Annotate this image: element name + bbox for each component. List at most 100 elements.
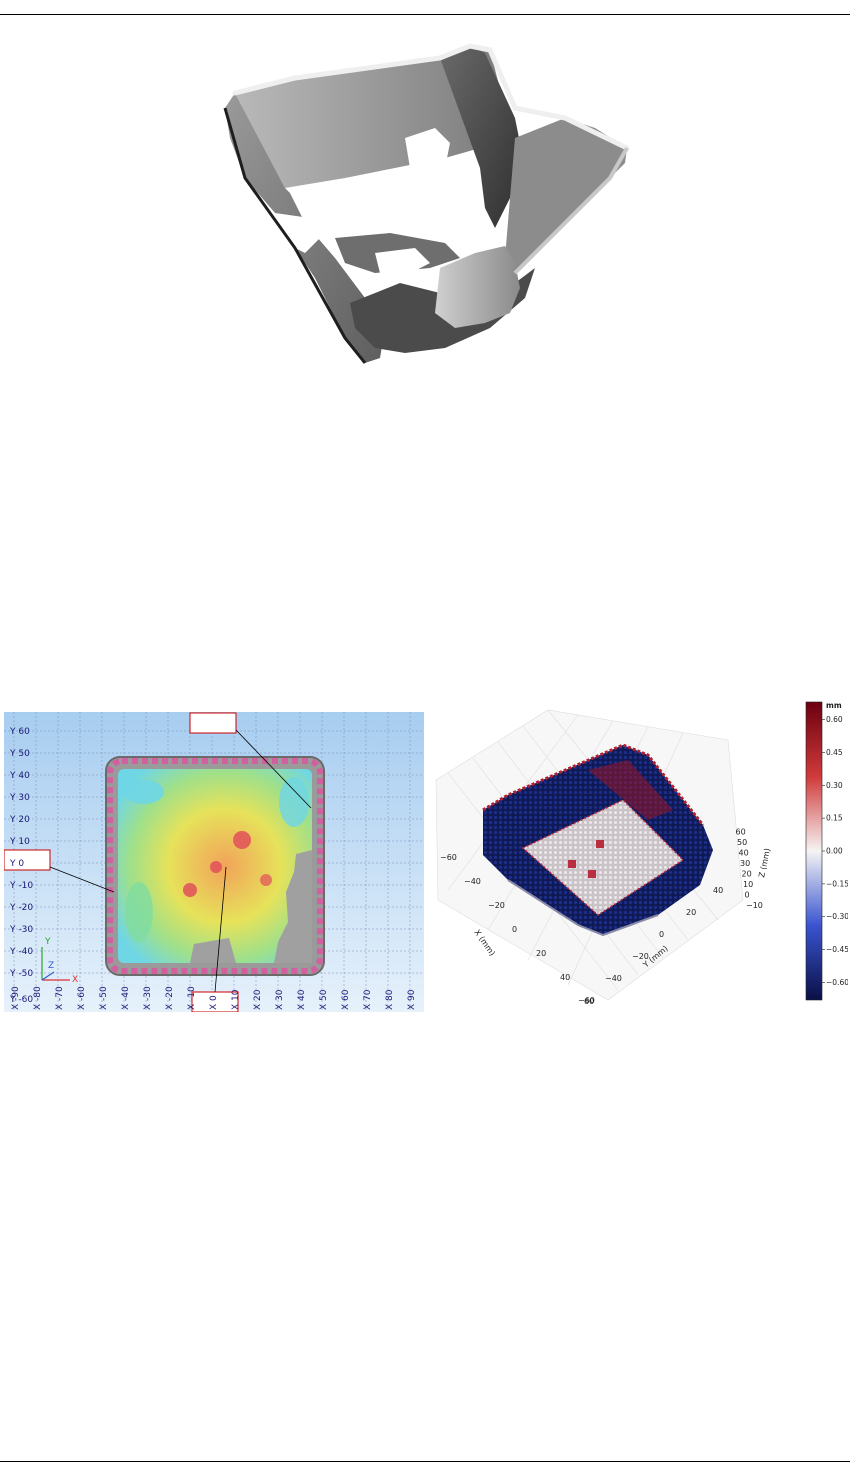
x-tick-label: X 30 — [275, 989, 285, 1010]
y-tick-label: Y -30 — [9, 925, 33, 935]
colorbar-tick-label: −0.30 — [826, 912, 848, 921]
x-axis-ticks: −60 −40 −20 0 20 40 60 — [440, 853, 594, 1005]
z-axis-label: Z (mm) — [757, 847, 772, 878]
y-axis-ticks: −60 −40 −20 0 20 40 — [578, 886, 723, 1005]
z-axis-tick: −10 — [746, 901, 763, 910]
box-edge-dark — [223, 107, 367, 364]
pointcloud-wall-red — [588, 760, 673, 820]
x-axis-tick: −40 — [464, 877, 481, 886]
colorbar-tick-label: −0.60 — [826, 978, 848, 987]
x-tick-label: X -40 — [121, 986, 131, 1010]
colorbar-tick-label: 0.45 — [826, 748, 843, 757]
colorbar-tick-label: 0.30 — [826, 781, 843, 790]
pointcloud-patch — [596, 840, 604, 848]
y-tick-label: Y -40 — [9, 947, 33, 957]
x-tick-label: X 70 — [363, 989, 373, 1010]
y-axis-tick: −20 — [632, 952, 649, 961]
y-tick-label: Y 20 — [9, 815, 30, 825]
hotspot — [183, 883, 197, 897]
x-tick-label: X 40 — [297, 989, 307, 1010]
x-tick-label: X 50 — [319, 989, 329, 1010]
box-right-wall — [440, 46, 520, 228]
cool-spot — [279, 777, 309, 827]
y-tick-label: Y 40 — [9, 771, 30, 781]
colorbar-tick-label: −0.15 — [826, 879, 848, 888]
heatmap-rim — [107, 758, 323, 974]
triad-x: X — [72, 975, 78, 985]
y-tick-label: Y -20 — [9, 903, 33, 913]
x-tick-label: X 90 — [407, 989, 417, 1010]
y-axis-tick: 20 — [686, 908, 696, 917]
x-axis-tick: 0 — [512, 925, 517, 934]
x-axis-tick: −60 — [440, 853, 457, 862]
y-axis-tick: −40 — [605, 974, 622, 983]
pointcloud-bottom-edge — [507, 879, 659, 937]
z-axis-tick: 30 — [740, 859, 750, 868]
pointcloud-floor-edge — [521, 799, 685, 916]
deviation-heatmap-figure: Y 60 Y 50 Y 40 Y 30 Y 20 Y 10 Y 0 Y -10 … — [4, 712, 424, 1012]
hotspot — [210, 861, 222, 873]
triad-z: Z — [48, 961, 54, 971]
y-tick-label: Y -10 — [9, 881, 33, 891]
heatmap-missing-region — [274, 850, 312, 963]
box-rim — [232, 43, 630, 151]
y-tick-label: Y -60 — [9, 995, 33, 1005]
pointcloud-patch — [588, 870, 596, 878]
y-tick-label: Y 0 — [9, 859, 24, 869]
box-front-panel — [435, 246, 520, 328]
y-tick-label: Y 30 — [9, 793, 30, 803]
pointcloud-floor — [523, 800, 683, 915]
y-tick-label: Y 60 — [9, 727, 30, 737]
cool-spot — [124, 780, 164, 804]
axis-triad-icon: Y Z X — [41, 937, 78, 985]
z-axis-tick: 20 — [742, 870, 752, 879]
y-axis-tick: 0 — [659, 930, 664, 939]
heatmap-missing-region-2 — [190, 938, 236, 963]
footer-rule — [0, 1461, 850, 1462]
y-tick-label: Y 10 — [9, 837, 30, 847]
colorbar-ticks: 0.60 0.45 0.30 0.15 0.00 −0.15 −0.30 −0.45 −0.60 — [822, 715, 848, 987]
x-tick-label: X -60 — [77, 986, 87, 1010]
x-tick-label: X 60 — [341, 989, 351, 1010]
y-axis-tick: −60 — [578, 996, 595, 1005]
x-tick-label: X 10 — [231, 989, 241, 1010]
colorbar-unit: mm — [826, 701, 842, 710]
x-tick-label: X -20 — [165, 986, 175, 1010]
y-tick-label: Y 50 — [9, 749, 30, 759]
z-axis-tick: 40 — [739, 849, 749, 858]
x-tick-label: X -70 — [55, 986, 65, 1010]
box-hole-1 — [300, 178, 425, 223]
x-tick-label: X -30 — [143, 986, 153, 1010]
x-tick-label: X -80 — [33, 986, 43, 1010]
colorbar-tick-label: 0.15 — [826, 814, 843, 823]
colorbar-tick-label: 0.00 — [826, 847, 843, 856]
y-axis-tick: 40 — [713, 886, 723, 895]
x-tick-labels: X -90 X -80 X -70 X -60 X -50 X -40 X -30 X -20… — [11, 986, 417, 1010]
colorbar-tick-label: 0.60 — [826, 715, 843, 724]
pointcloud-rim-red — [482, 743, 705, 826]
cool-spot — [125, 882, 153, 942]
z-axis-tick: 10 — [743, 880, 753, 889]
x-tick-label: X -10 — [187, 986, 197, 1010]
hotspot — [260, 874, 272, 886]
box-hole-2 — [405, 128, 450, 178]
x-tick-label: X 20 — [253, 989, 263, 1010]
box-hole-5 — [375, 248, 430, 276]
x-axis-tick: 60 — [584, 997, 594, 1005]
z-axis-tick: 60 — [736, 828, 746, 837]
x-tick-label: X -50 — [99, 986, 109, 1010]
box-hole-4 — [275, 213, 325, 253]
z-axis-tick: 0 — [745, 891, 750, 900]
scanned-box-figure — [223, 43, 630, 364]
colorbar-tick-label: −0.45 — [826, 945, 848, 954]
x-tick-label: X 80 — [385, 989, 395, 1010]
callout-top — [189, 712, 312, 809]
y-tick-label: Y -50 — [9, 969, 33, 979]
x-axis-tick: −20 — [488, 901, 505, 910]
x-tick-label: X 0 — [209, 995, 219, 1010]
callout-left — [4, 849, 115, 893]
header-rule — [0, 14, 850, 15]
z-axis-tick: 50 — [737, 838, 747, 847]
